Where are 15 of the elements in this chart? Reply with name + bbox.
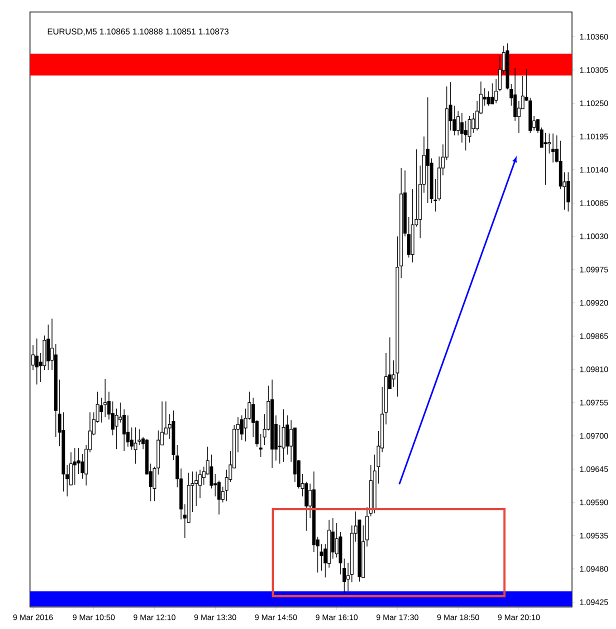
candlestick — [426, 96, 430, 204]
candlestick — [73, 448, 76, 486]
candlestick — [259, 434, 262, 458]
candlestick — [198, 469, 202, 499]
candlestick — [210, 454, 214, 489]
text: EURUSD,M5 1.10865 1.10888 1.10851 1.10873 — [48, 28, 229, 36]
candlestick — [566, 172, 570, 212]
candlestick — [460, 112, 464, 143]
candlestick — [282, 408, 286, 462]
candlestick — [122, 408, 126, 452]
candlestick — [100, 397, 104, 423]
candlestick — [544, 132, 548, 186]
candlestick — [490, 82, 494, 104]
candlestick — [35, 338, 39, 385]
candlestick — [320, 544, 324, 572]
